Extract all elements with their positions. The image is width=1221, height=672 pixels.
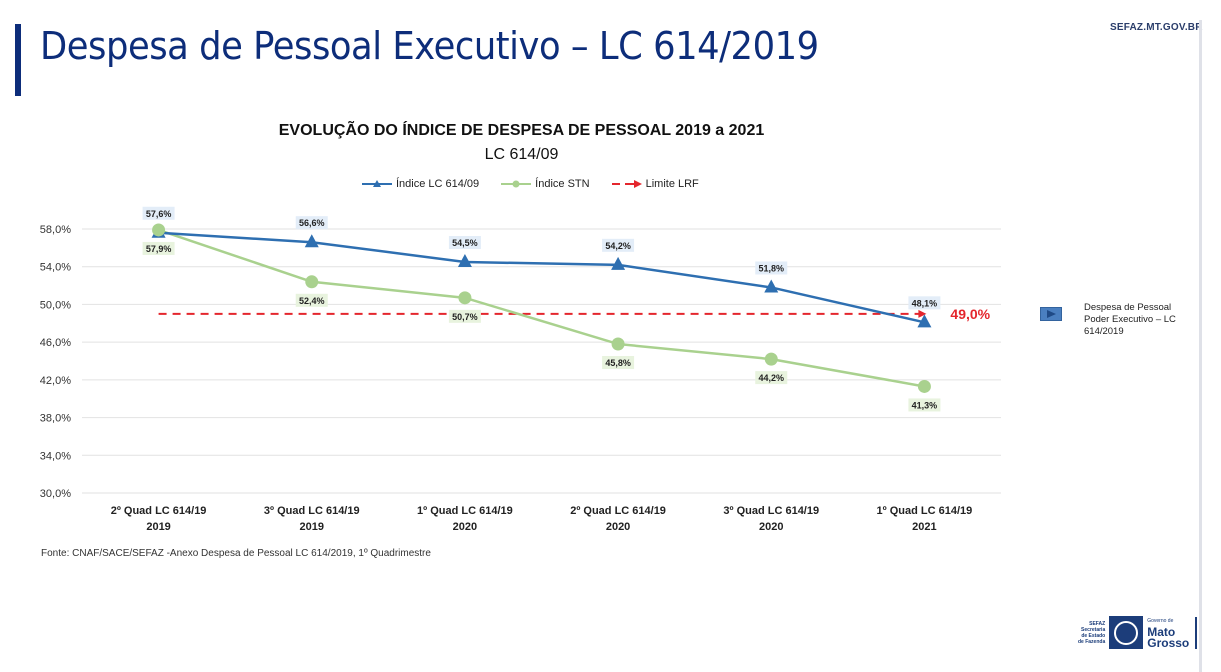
x-tick-label: 2º Quad LC 614/19 xyxy=(111,505,207,517)
chart-legend: Índice LC 614/09 Índice STN Limite LRF xyxy=(362,178,699,190)
y-tick-label: 58,0% xyxy=(40,224,71,236)
logo-small-text: Governo de xyxy=(1147,618,1174,624)
legend-dashed-arrow-icon xyxy=(611,180,642,188)
stn-marker-circle xyxy=(152,223,166,237)
stn-data-label: 57,9% xyxy=(146,244,172,254)
series-line-lc xyxy=(158,231,925,324)
x-tick-label: 1º Quad LC 614/19 xyxy=(417,505,513,517)
lc-data-label: 54,2% xyxy=(605,241,631,251)
y-tick-label: 34,0% xyxy=(40,450,71,462)
stn-marker-circle xyxy=(611,337,625,351)
stn-data-label: 44,2% xyxy=(758,373,784,383)
logo-bar xyxy=(1195,616,1198,649)
y-tick-label: 46,0% xyxy=(40,337,71,349)
legend-line-circle-icon xyxy=(501,180,532,188)
x-tick-label: 2020 xyxy=(606,521,630,533)
stn-data-label-bg xyxy=(295,293,328,307)
stn-data-label-bg xyxy=(908,398,941,412)
right-divider xyxy=(1199,20,1202,672)
logo-line: de Estado xyxy=(1081,632,1106,639)
stn-data-label-bg xyxy=(602,356,635,370)
series-line-stn xyxy=(158,228,925,388)
lc-data-label-bg xyxy=(755,261,788,275)
stn-data-label-bg xyxy=(142,241,175,255)
lc-marker-triangle xyxy=(764,279,779,293)
x-tick-label: 3º Quad LC 614/19 xyxy=(264,505,360,517)
legend-label-stn: Índice STN xyxy=(535,178,590,190)
lc-marker-triangle xyxy=(304,234,319,248)
x-tick-label: 2020 xyxy=(759,521,783,533)
stn-marker-circle xyxy=(917,379,931,393)
lc-data-label-bg xyxy=(908,296,941,310)
lc-data-label: 56,6% xyxy=(299,218,325,228)
play-icon[interactable] xyxy=(1040,307,1062,321)
logo-state-name: Governo de Mato Grosso xyxy=(1147,616,1189,649)
stn-data-label: 50,7% xyxy=(452,312,478,322)
stn-marker-circle xyxy=(458,291,472,305)
chart-title: EVOLUÇÃO DO ÍNDICE DE DESPESA DE PESSOAL… xyxy=(278,122,765,139)
lc-data-label: 51,8% xyxy=(758,263,784,273)
chart-subtitle: LC 614/09 xyxy=(484,146,559,163)
logo-big-text: Mato xyxy=(1147,625,1176,639)
lc-data-label: 57,6% xyxy=(146,209,172,219)
x-tick-label: 2019 xyxy=(146,521,170,533)
lc-data-label-bg xyxy=(295,216,328,230)
logo-line: SEFAZ xyxy=(1089,620,1106,627)
legend-line-triangle-icon xyxy=(362,180,392,187)
site-url: SEFAZ.MT.GOV.BR xyxy=(1110,22,1203,33)
legend-label-lc: Índice LC 614/09 xyxy=(396,178,480,190)
lc-marker-triangle xyxy=(917,314,932,328)
logo-big-text: Grosso xyxy=(1147,636,1190,650)
x-tick-label: 1º Quad LC 614/19 xyxy=(877,505,973,517)
stn-data-label-bg xyxy=(755,371,788,385)
source-note: Fonte: CNAF/SACE/SEFAZ -Anexo Despesa de… xyxy=(41,548,431,559)
limit-arrowhead xyxy=(918,309,927,318)
x-tick-label: 2019 xyxy=(300,521,324,533)
stn-data-label-bg xyxy=(448,309,481,323)
lc-data-label: 54,5% xyxy=(452,238,478,248)
x-tick-label: 3º Quad LC 614/19 xyxy=(723,505,819,517)
legend-item-lc: Índice LC 614/09 xyxy=(362,178,479,190)
side-legend-text: Despesa de Pessoal Poder Executivo – LC … xyxy=(1084,302,1176,337)
y-tick-label: 30,0% xyxy=(40,488,71,500)
page-title: Despesa de Pessoal Executivo – LC 614/20… xyxy=(40,24,819,68)
limit-value-label: 49,0% xyxy=(950,306,990,322)
lc-marker-triangle xyxy=(457,254,472,267)
x-tick-label: 2º Quad LC 614/19 xyxy=(570,505,666,517)
x-tick-label: 2020 xyxy=(453,521,477,533)
legend-item-limit: Limite LRF xyxy=(611,178,699,190)
y-tick-label: 38,0% xyxy=(40,413,71,425)
stn-data-label: 52,4% xyxy=(299,296,325,306)
lc-data-label-bg xyxy=(448,236,481,249)
lc-data-label-bg xyxy=(602,238,635,252)
state-seal-icon xyxy=(1109,616,1144,649)
stn-marker-circle xyxy=(764,352,778,366)
lc-data-label-bg xyxy=(142,206,175,220)
y-tick-label: 54,0% xyxy=(40,262,71,274)
logo-line: Secretaria xyxy=(1081,626,1106,633)
logo-sefaz-text: SEFAZ Secretaria de Estado de Fazenda xyxy=(1078,621,1105,645)
stn-data-label: 45,8% xyxy=(605,358,631,368)
stn-marker-circle xyxy=(305,275,319,289)
lc-data-label: 48,1% xyxy=(912,298,938,308)
y-tick-label: 50,0% xyxy=(40,299,71,311)
legend-item-stn: Índice STN xyxy=(501,178,590,190)
x-tick-label: 2021 xyxy=(912,521,936,533)
title-accent-bar xyxy=(15,24,21,96)
logo-line: de Fazenda xyxy=(1078,638,1106,645)
legend-label-limit: Limite LRF xyxy=(645,178,699,190)
lc-marker-triangle xyxy=(611,256,626,270)
side-legend: Despesa de Pessoal Poder Executivo – LC … xyxy=(1040,302,1184,338)
y-tick-label: 42,0% xyxy=(40,375,71,387)
mato-grosso-logo: SEFAZ Secretaria de Estado de Fazenda Go… xyxy=(1078,616,1198,649)
stn-data-label: 41,3% xyxy=(912,400,938,410)
